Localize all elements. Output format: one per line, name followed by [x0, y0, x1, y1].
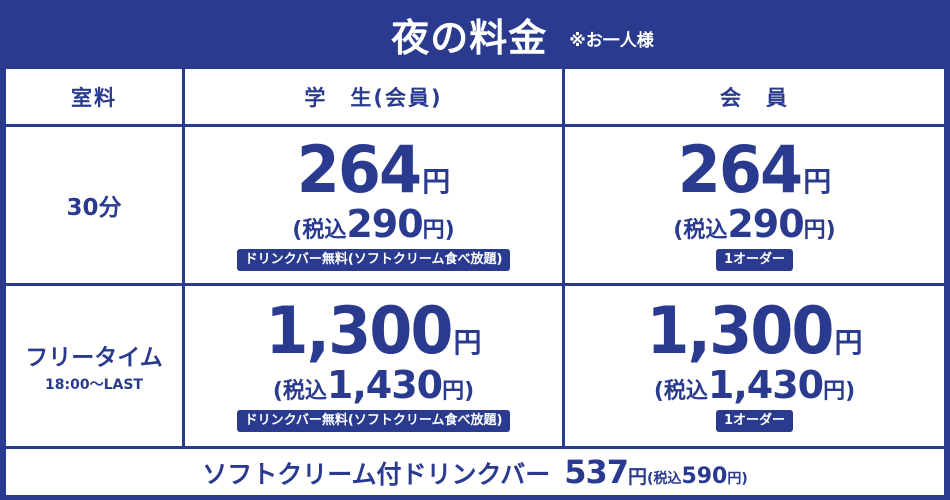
tax-price: 1,430: [707, 363, 824, 407]
footer-tax-label: 税込: [653, 471, 682, 487]
price-line: 1,300 円: [646, 292, 863, 369]
row-sublabel: 18:00～LAST: [45, 377, 143, 393]
price-unit: 円: [422, 165, 451, 198]
price-value: 1,300: [265, 292, 453, 369]
tax-unit: 円: [803, 218, 826, 243]
tax-price: 290: [346, 202, 423, 246]
condition-badge: 1オーダー: [715, 249, 794, 271]
header-student: 学 生(会員): [185, 69, 562, 124]
price-value: 264: [296, 131, 422, 208]
paren-close: ): [464, 379, 475, 404]
tax-included-price: ( 税込 290 円 ): [292, 205, 454, 243]
paren-open: (: [673, 218, 684, 243]
row-label: フリータイム: [25, 345, 163, 371]
tax-unit: 円: [823, 379, 846, 404]
price-line: 1,300 円: [265, 292, 482, 369]
tax-included-price: ( 税込 290 円 ): [673, 205, 835, 243]
price-cell-member-30min: 264 円 ( 税込 290 円 ) 1オーダー: [565, 127, 944, 283]
column-divider: [562, 69, 565, 446]
tax-label: 税込: [663, 379, 708, 404]
header-member-label: 会 員: [720, 85, 789, 110]
paren-close: ): [825, 218, 836, 243]
tax-unit: 円: [422, 218, 445, 243]
condition-badge: ドリンクバー無料(ソフトクリーム食べ放題): [236, 249, 511, 271]
condition-badge: 1オーダー: [715, 410, 794, 432]
price-cell-member-freetime: 1,300 円 ( 税込 1,430 円 ) 1オーダー: [565, 286, 944, 446]
drink-bar-footer: ソフトクリーム付ドリンクバー 537 円 ( 税込 590 円 ): [6, 449, 944, 495]
header-member: 会 員: [565, 69, 944, 124]
price-unit: 円: [834, 326, 863, 359]
tax-label: 税込: [282, 379, 327, 404]
tax-label: 税込: [683, 218, 728, 243]
title-bar: 夜の料金 ※お一人様: [0, 0, 950, 68]
header-room: 室料: [6, 69, 182, 124]
tax-included-price: ( 税込 1,430 円 ): [654, 366, 855, 404]
tax-price: 1,430: [326, 363, 443, 407]
column-divider: [182, 69, 185, 446]
header-room-label: 室料: [71, 85, 117, 110]
paren-open: (: [653, 379, 664, 404]
header-student-label: 学 生(会員): [304, 85, 443, 110]
footer-item-name: ソフトクリーム付ドリンクバー: [202, 460, 551, 489]
paren-close: ): [845, 379, 856, 404]
footer-paren-close: ): [741, 471, 748, 487]
tax-label: 税込: [302, 218, 347, 243]
row-divider: [6, 124, 944, 127]
price-line: 264 円: [677, 131, 832, 208]
paren-open: (: [272, 379, 283, 404]
paren-close: ): [444, 218, 455, 243]
price-table: 室料 学 生(会員) 会 員 30分 264 円 ( 税込 290 円 ) ドリ…: [6, 69, 944, 446]
tax-price: 290: [727, 202, 804, 246]
price-unit: 円: [453, 326, 482, 359]
per-person-note: ※お一人様: [569, 30, 654, 51]
price-cell-student-freetime: 1,300 円 ( 税込 1,430 円 ) ドリンクバー無料(ソフトクリーム食…: [185, 286, 562, 446]
row-label: 30分: [66, 195, 122, 221]
tax-unit: 円: [442, 379, 465, 404]
price-unit: 円: [803, 165, 832, 198]
page-title: 夜の料金: [391, 15, 548, 60]
row-divider: [6, 283, 944, 286]
price-value: 1,300: [646, 292, 834, 369]
condition-badge: ドリンクバー無料(ソフトクリーム食べ放題): [236, 410, 511, 432]
price-line: 264 円: [296, 131, 451, 208]
tax-included-price: ( 税込 1,430 円 ): [273, 366, 474, 404]
price-value: 264: [677, 131, 803, 208]
footer-price-unit: 円: [628, 466, 648, 488]
price-cell-student-30min: 264 円 ( 税込 290 円 ) ドリンクバー無料(ソフトクリーム食べ放題): [185, 127, 562, 283]
paren-open: (: [292, 218, 303, 243]
footer-price: 537: [564, 453, 629, 491]
row-label-freetime: フリータイム 18:00～LAST: [6, 286, 182, 446]
footer-tax-price: 590: [681, 464, 728, 489]
row-label-30min: 30分: [6, 127, 182, 283]
footer-tax-unit: 円: [727, 471, 742, 487]
footer-paren-open: (: [647, 471, 654, 487]
